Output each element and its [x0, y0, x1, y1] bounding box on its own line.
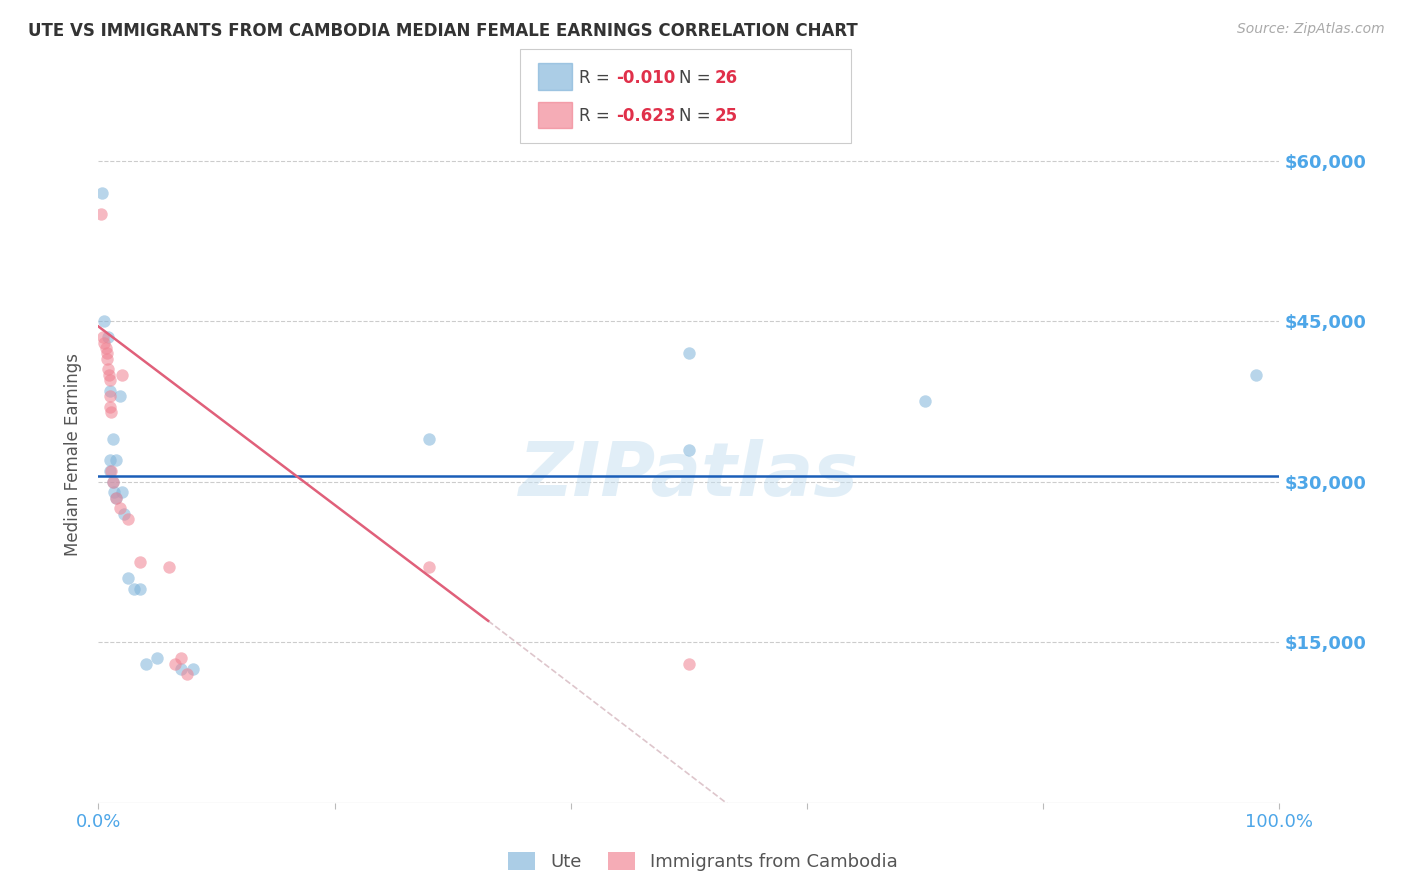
Text: R =: R = [579, 107, 610, 125]
Point [98, 384, 121, 398]
Point [678, 657, 700, 671]
Point [135, 657, 157, 671]
Point [98, 453, 121, 467]
Point [96, 346, 118, 360]
Point [98, 368, 121, 382]
Point [678, 346, 700, 360]
Point [96, 351, 118, 366]
Point [122, 582, 145, 596]
Text: R =: R = [579, 69, 610, 87]
Point [101, 475, 124, 489]
Text: Source: ZipAtlas.com: Source: ZipAtlas.com [1237, 22, 1385, 37]
Point [678, 442, 700, 457]
Point [112, 507, 135, 521]
Point [105, 453, 128, 467]
Point [101, 475, 124, 489]
Point [101, 432, 124, 446]
Point [157, 560, 180, 574]
Text: UTE VS IMMIGRANTS FROM CAMBODIA MEDIAN FEMALE EARNINGS CORRELATION CHART: UTE VS IMMIGRANTS FROM CAMBODIA MEDIAN F… [28, 22, 858, 40]
Point [146, 651, 169, 665]
Y-axis label: Median Female Earnings: Median Female Earnings [65, 353, 83, 557]
Point [91, 330, 114, 344]
Point [100, 405, 122, 419]
Point [117, 512, 139, 526]
Point [105, 491, 128, 505]
Point [117, 571, 139, 585]
Point [176, 667, 198, 681]
Point [97, 330, 120, 344]
Point [108, 501, 131, 516]
Point [128, 582, 150, 596]
Point [170, 651, 193, 665]
Text: ZIPatlas: ZIPatlas [519, 439, 859, 512]
Point [108, 389, 131, 403]
Point [105, 491, 128, 505]
Text: -0.010: -0.010 [616, 69, 675, 87]
Point [103, 485, 125, 500]
Point [93, 335, 115, 350]
Point [100, 464, 122, 478]
Point [93, 314, 115, 328]
Point [111, 485, 134, 500]
Point [165, 657, 187, 671]
Point [90, 207, 112, 221]
Point [128, 555, 150, 569]
Text: 26: 26 [714, 69, 737, 87]
Legend: Ute, Immigrants from Cambodia: Ute, Immigrants from Cambodia [501, 845, 905, 879]
Point [94, 341, 117, 355]
Point [170, 662, 193, 676]
Text: N =: N = [679, 107, 710, 125]
Point [98, 373, 121, 387]
Text: 25: 25 [714, 107, 737, 125]
Point [1244, 368, 1267, 382]
Point [98, 389, 121, 403]
Point [418, 560, 440, 574]
Point [98, 464, 121, 478]
Point [914, 394, 936, 409]
Point [111, 368, 134, 382]
Point [97, 362, 120, 376]
Point [91, 186, 114, 200]
Text: -0.623: -0.623 [616, 107, 675, 125]
Point [418, 432, 440, 446]
Point [181, 662, 204, 676]
Point [98, 400, 121, 414]
Text: N =: N = [679, 69, 710, 87]
